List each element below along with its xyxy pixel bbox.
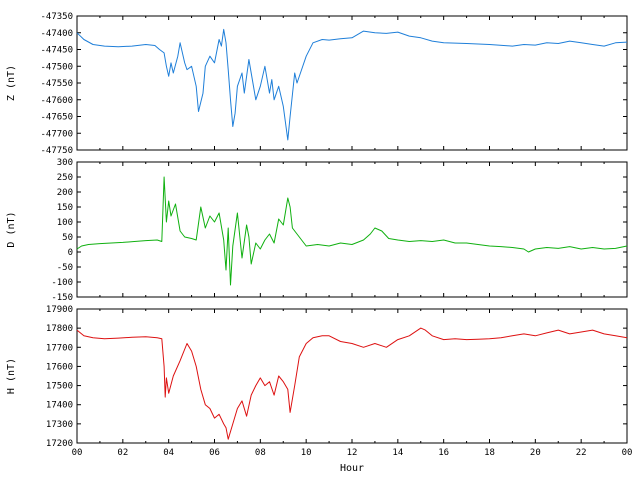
- d-ytick-label: 100: [57, 218, 73, 228]
- h-xtick-label: 14: [392, 448, 403, 458]
- h-ytick-label: 17300: [46, 420, 73, 430]
- h-xtick-label: 06: [209, 448, 220, 458]
- h-xtick-label: 08: [255, 448, 266, 458]
- z-ytick-label: -47450: [40, 46, 73, 56]
- h-ytick-label: 17700: [46, 343, 73, 353]
- h-frame: [76, 308, 628, 444]
- d-frame: [76, 161, 628, 298]
- d-panel: 300 250 200 150 100 50 0 -50 -100 -150 D (nT): [6, 158, 628, 303]
- h-xtick-label: 02: [117, 448, 128, 458]
- d-ytick-label: 150: [57, 203, 73, 213]
- d-ytick-label: 250: [57, 173, 73, 183]
- z-ytick-label: -47600: [40, 96, 73, 106]
- h-ytick-label: 17900: [46, 305, 73, 315]
- d-ytick-label: -150: [51, 293, 73, 303]
- d-ytick-label: 50: [62, 233, 73, 243]
- d-ylabel: D (nT): [6, 211, 17, 247]
- h-ytick-label: 17400: [46, 401, 73, 411]
- d-ytick-label: 0: [68, 248, 73, 258]
- z-ylabel: Z (nT): [6, 65, 17, 101]
- d-series-line: [76, 176, 628, 286]
- h-series-line: [76, 327, 628, 440]
- h-ytick-label: 17800: [46, 324, 73, 334]
- h-xtick-label: 16: [438, 448, 449, 458]
- z-ytick-label: -47400: [40, 29, 73, 39]
- h-panel: 17900 17800 17700 17600 17500 17400 17300 17200…: [6, 305, 632, 474]
- z-series-line: [76, 28, 628, 141]
- h-xtick-label: 04: [163, 448, 174, 458]
- d-ytick-label: 200: [57, 188, 73, 198]
- d-ytick-label: 300: [57, 158, 73, 168]
- z-ytick-label: -47700: [40, 129, 73, 139]
- z-ytick-label: -47500: [40, 62, 73, 72]
- h-xtick-label: 00: [622, 448, 633, 458]
- h-ytick-label: 17500: [46, 382, 73, 392]
- h-xlabel: Hour: [340, 463, 364, 474]
- z-ytick-label: -47350: [40, 12, 73, 22]
- z-panel: -47350 -47400 -47450 -47500 -47550 -47600 -476…: [6, 12, 628, 156]
- z-ytick-label: -47650: [40, 113, 73, 123]
- h-xtick-label: 20: [530, 448, 541, 458]
- h-ytick-label: 17200: [46, 439, 73, 449]
- h-xtick-label: 22: [576, 448, 587, 458]
- z-ytick-label: -47550: [40, 79, 73, 89]
- h-xtick-label: 10: [301, 448, 312, 458]
- z-ytick-label: -47750: [40, 146, 73, 156]
- h-xtick-label: 00: [72, 448, 83, 458]
- h-ylabel: H (nT): [6, 358, 17, 394]
- h-xtick-label: 12: [347, 448, 358, 458]
- h-ytick-label: 17600: [46, 362, 73, 372]
- d-ytick-label: -100: [51, 278, 73, 288]
- d-ytick-label: -50: [57, 263, 73, 273]
- h-xtick-label: 18: [484, 448, 495, 458]
- z-frame: [76, 15, 628, 151]
